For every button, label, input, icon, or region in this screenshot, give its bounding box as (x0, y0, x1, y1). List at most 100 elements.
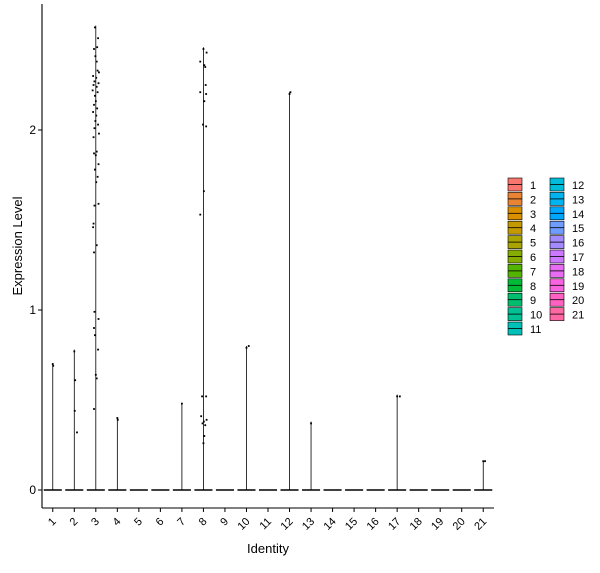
x-tick-label-19: 19 (429, 516, 446, 533)
violin-layer (43, 25, 493, 491)
point-3-8 (92, 75, 94, 77)
point-3-42 (93, 327, 95, 329)
point-10-0 (245, 346, 248, 349)
point-3-9 (95, 76, 98, 79)
legend-label-16: 16 (572, 238, 584, 250)
point-8-12 (199, 213, 202, 216)
point-3-23 (97, 123, 99, 126)
point-3-26 (92, 136, 95, 139)
x-tick-label-2: 2 (68, 516, 81, 529)
point-8-2 (199, 60, 202, 63)
point-8-1 (205, 51, 208, 54)
point-2-3 (76, 431, 78, 434)
point-3-27 (95, 150, 98, 153)
point-3-16 (94, 94, 96, 97)
point-8-11 (202, 190, 205, 193)
legend-label-9: 9 (530, 295, 536, 307)
legend-label-17: 17 (572, 252, 584, 264)
point-3-7 (98, 71, 100, 74)
point-3-44 (97, 348, 99, 351)
x-tick-label-12: 12 (278, 516, 295, 533)
point-8-6 (205, 93, 208, 95)
point-3-40 (97, 318, 100, 320)
y-tick-label-1: 1 (29, 303, 36, 317)
x-tick-label-9: 9 (218, 516, 231, 529)
point-8-14 (205, 395, 208, 398)
legend-label-19: 19 (572, 281, 584, 293)
legend-label-10: 10 (530, 310, 542, 322)
point-8-21 (202, 442, 205, 445)
point-3-5 (95, 60, 98, 63)
point-7-0 (181, 402, 183, 405)
point-3-46 (95, 377, 98, 380)
legend-label-3: 3 (530, 209, 536, 221)
point-3-22 (94, 120, 97, 122)
point-21-0 (482, 460, 485, 463)
point-3-2 (93, 48, 95, 50)
point-4-0 (116, 417, 119, 419)
point-3-12 (92, 84, 95, 86)
point-13-0 (310, 422, 312, 425)
x-tick-label-20: 20 (451, 516, 468, 533)
point-8-0 (202, 48, 205, 50)
point-3-45 (94, 373, 97, 376)
point-17-0 (396, 395, 399, 398)
legend-label-5: 5 (530, 238, 536, 250)
x-tick-label-13: 13 (300, 516, 317, 533)
point-3-3 (96, 46, 99, 49)
point-1-0 (51, 363, 54, 365)
x-tick-label-7: 7 (175, 516, 188, 529)
point-3-4 (94, 55, 97, 58)
point-8-7 (199, 91, 202, 94)
x-tick-label-16: 16 (365, 516, 382, 533)
point-8-15 (200, 415, 203, 418)
point-8-3 (203, 64, 206, 67)
point-3-6 (96, 69, 99, 72)
legend-label-13: 13 (572, 194, 584, 206)
point-8-5 (204, 84, 207, 86)
point-3-25 (98, 132, 100, 135)
legend-label-12: 12 (572, 180, 584, 192)
point-3-11 (97, 82, 100, 85)
x-tick-label-1: 1 (46, 516, 59, 529)
point-3-13 (95, 85, 98, 88)
x-tick-label-14: 14 (322, 516, 339, 533)
legend-label-21: 21 (572, 310, 584, 322)
legend-label-11: 11 (530, 324, 541, 336)
legend-label-2: 2 (530, 194, 536, 206)
point-8-13 (201, 395, 203, 398)
point-3-47 (93, 408, 95, 410)
axes-layer: 012 1 2 3 4 5 6 7 8 9 10 11 12 13 14 15 16 17 18 19 20 21 Id… (10, 4, 494, 556)
point-2-0 (73, 350, 76, 353)
point-3-18 (93, 103, 95, 106)
point-21-1 (484, 460, 486, 463)
point-1-1 (52, 364, 55, 367)
point-8-18 (201, 422, 204, 425)
point-17-1 (398, 395, 401, 398)
legend-label-4: 4 (530, 223, 536, 235)
point-3-37 (92, 226, 94, 229)
legend-label-7: 7 (530, 266, 536, 278)
point-3-30 (97, 163, 100, 166)
point-2-1 (74, 379, 77, 382)
point-10-1 (247, 345, 250, 347)
point-3-24 (93, 127, 96, 130)
point-3-43 (94, 334, 96, 337)
point-3-19 (96, 107, 99, 110)
y-tick-label-2: 2 (29, 123, 36, 137)
point-3-31 (94, 168, 96, 171)
point-8-8 (203, 100, 206, 103)
x-tick-label-10: 10 (235, 516, 252, 533)
x-tick-label-17: 17 (386, 516, 403, 533)
x-tick-label-18: 18 (408, 516, 425, 533)
x-tick-label-4: 4 (111, 516, 124, 529)
point-3-35 (93, 204, 96, 207)
jitter-points-layer (51, 26, 486, 463)
y-ticks: 0 1 2 (29, 123, 42, 497)
x-tick-label-5: 5 (132, 516, 145, 529)
legend-label-6: 6 (530, 252, 536, 264)
point-8-16 (205, 418, 208, 421)
point-2-2 (73, 409, 76, 412)
legend-label-20: 20 (572, 295, 584, 307)
